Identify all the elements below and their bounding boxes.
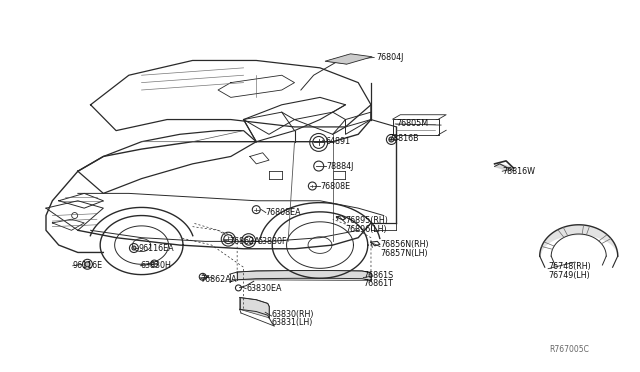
Text: 76861S: 76861S xyxy=(364,271,394,280)
Circle shape xyxy=(387,135,396,144)
Circle shape xyxy=(72,212,77,218)
Text: 63830H: 63830H xyxy=(140,261,171,270)
Text: 64891: 64891 xyxy=(325,137,350,146)
Circle shape xyxy=(132,246,136,250)
Polygon shape xyxy=(237,270,371,280)
Text: 76804J: 76804J xyxy=(376,53,403,62)
Text: 76805M: 76805M xyxy=(396,119,429,128)
Text: 76895(RH): 76895(RH) xyxy=(346,216,388,225)
Circle shape xyxy=(129,244,138,253)
Text: 76808E: 76808E xyxy=(320,182,350,191)
Text: 76861T: 76861T xyxy=(364,279,393,288)
Circle shape xyxy=(85,262,90,267)
Text: 76896(LH): 76896(LH) xyxy=(346,225,387,234)
Circle shape xyxy=(224,235,233,244)
Text: R767005C: R767005C xyxy=(549,345,589,354)
Circle shape xyxy=(252,206,260,214)
Text: 76748(RH): 76748(RH) xyxy=(548,262,591,271)
Polygon shape xyxy=(325,54,372,64)
Text: 76856N(RH): 76856N(RH) xyxy=(380,240,429,249)
Text: 76857N(LH): 76857N(LH) xyxy=(380,249,428,258)
Polygon shape xyxy=(240,298,269,318)
Polygon shape xyxy=(495,164,514,171)
Text: 78816B: 78816B xyxy=(389,134,419,143)
Circle shape xyxy=(83,259,92,269)
Text: 78884J: 78884J xyxy=(326,161,354,170)
Text: 63830EA: 63830EA xyxy=(246,284,282,293)
Text: 76749(LH): 76749(LH) xyxy=(548,271,590,280)
Circle shape xyxy=(389,137,394,142)
Circle shape xyxy=(199,273,206,280)
Text: 76862A: 76862A xyxy=(230,237,260,246)
Text: 63831(LH): 63831(LH) xyxy=(271,318,313,327)
Text: 76862AA: 76862AA xyxy=(200,275,237,283)
Text: 96116E: 96116E xyxy=(73,261,103,270)
Circle shape xyxy=(313,137,324,148)
Circle shape xyxy=(314,161,324,171)
Circle shape xyxy=(308,182,316,190)
Text: 76808EA: 76808EA xyxy=(266,208,301,217)
Circle shape xyxy=(244,236,253,245)
Text: 63830(RH): 63830(RH) xyxy=(271,310,314,319)
Text: 63830F: 63830F xyxy=(257,237,287,246)
Circle shape xyxy=(151,260,158,267)
Circle shape xyxy=(236,285,241,291)
Text: 96116EA: 96116EA xyxy=(138,244,174,253)
Text: 78816W: 78816W xyxy=(502,167,535,176)
